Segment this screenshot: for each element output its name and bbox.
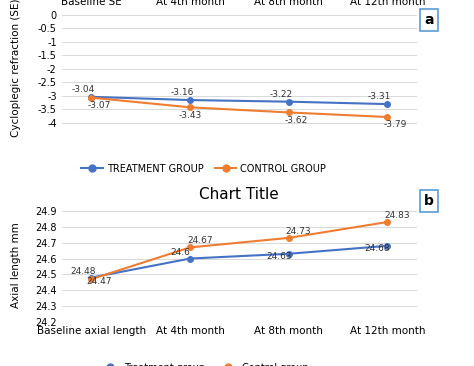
Text: 24.47: 24.47 xyxy=(86,277,112,286)
Text: -3.16: -3.16 xyxy=(171,88,194,97)
Text: a: a xyxy=(424,13,434,27)
Text: 24.68: 24.68 xyxy=(365,244,391,253)
Text: 24.83: 24.83 xyxy=(384,211,410,220)
Text: b: b xyxy=(424,194,434,208)
Title: Chart Title: Chart Title xyxy=(200,187,279,202)
Text: 24.6: 24.6 xyxy=(170,247,190,257)
Text: 24.63: 24.63 xyxy=(266,252,292,261)
Text: 24.73: 24.73 xyxy=(286,227,311,236)
Text: -3.22: -3.22 xyxy=(269,90,292,99)
Text: 24.48: 24.48 xyxy=(71,266,96,276)
Text: -3.79: -3.79 xyxy=(384,120,407,129)
Text: -3.04: -3.04 xyxy=(72,85,95,94)
Text: -3.07: -3.07 xyxy=(88,101,111,110)
Y-axis label: Axial length mm: Axial length mm xyxy=(11,222,21,308)
Text: -3.43: -3.43 xyxy=(178,111,201,120)
Legend: Treatment group, Control group: Treatment group, Control group xyxy=(95,359,313,366)
Text: -3.62: -3.62 xyxy=(285,116,308,125)
Legend: TREATMENT GROUP, CONTROL GROUP: TREATMENT GROUP, CONTROL GROUP xyxy=(78,160,330,178)
Text: -3.31: -3.31 xyxy=(368,92,391,101)
Y-axis label: Cycloplegic refraction (SE): Cycloplegic refraction (SE) xyxy=(11,0,21,137)
Text: 24.67: 24.67 xyxy=(187,236,213,246)
